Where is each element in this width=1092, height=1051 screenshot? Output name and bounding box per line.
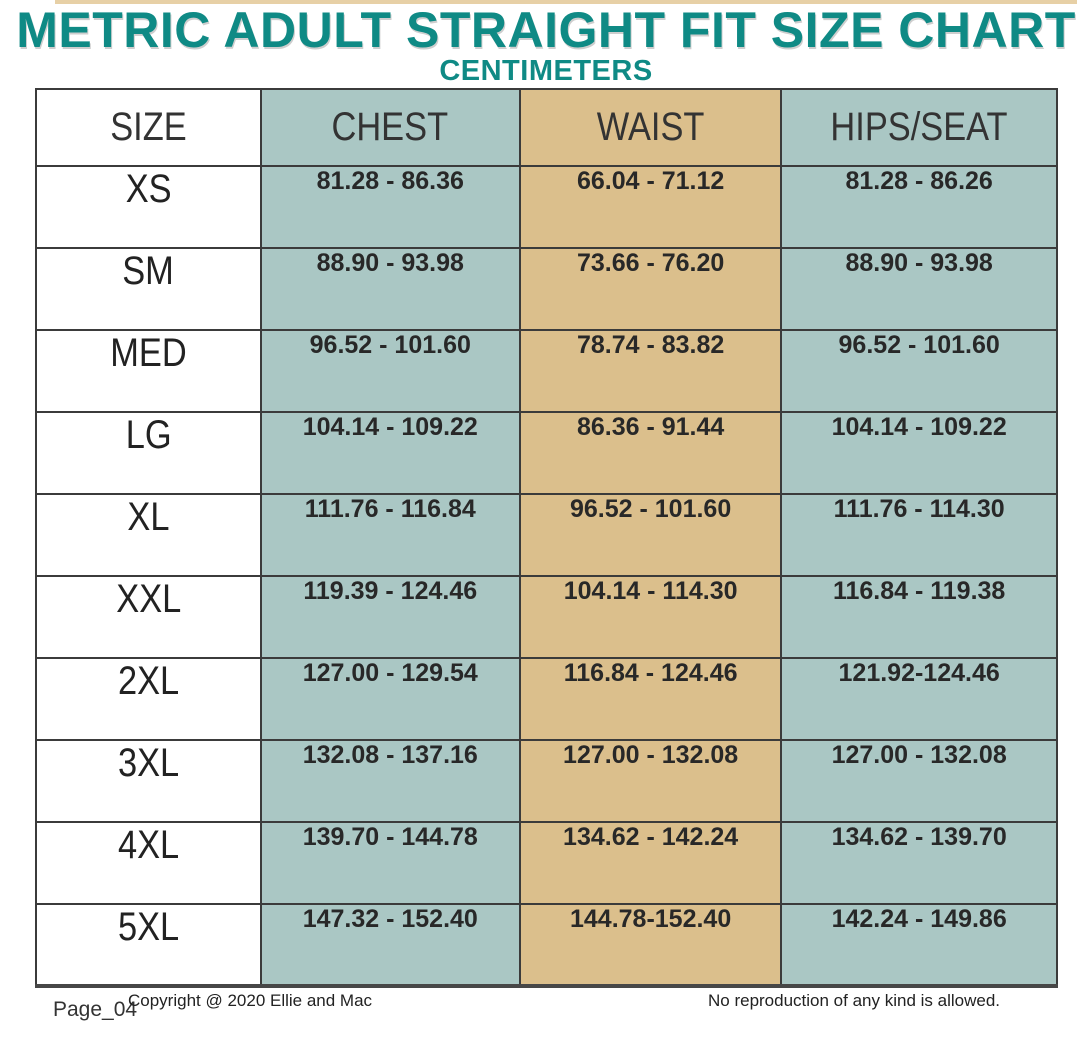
- waist-value: 134.62 - 142.24: [518, 821, 783, 905]
- waist-value: 127.00 - 132.08: [518, 739, 783, 823]
- table-row-med: MED 96.52 - 101.60 78.74 - 83.82 96.52 -…: [35, 329, 1058, 413]
- waist-value: 144.78-152.40: [518, 903, 783, 987]
- table-header-row: SIZE CHEST WAIST HIPS/SEAT: [35, 88, 1058, 167]
- hips-value: 81.28 - 86.26: [780, 165, 1058, 249]
- chest-value: 104.14 - 109.22: [259, 411, 521, 495]
- hips-value: 96.52 - 101.60: [780, 329, 1058, 413]
- waist-value: 116.84 - 124.46: [518, 657, 783, 741]
- table-row-2xl: 2XL 127.00 - 129.54 116.84 - 124.46 121.…: [35, 657, 1058, 741]
- hips-value: 121.92-124.46: [780, 657, 1058, 741]
- table-row-5xl: 5XL 147.32 - 152.40 144.78-152.40 142.24…: [35, 903, 1058, 987]
- hips-value: 127.00 - 132.08: [780, 739, 1058, 823]
- chest-value: 132.08 - 137.16: [259, 739, 521, 823]
- size-label: 5XL: [35, 903, 262, 987]
- top-edge-strip: [55, 0, 1077, 4]
- hips-value: 134.62 - 139.70: [780, 821, 1058, 905]
- table-row-sm: SM 88.90 - 93.98 73.66 - 76.20 88.90 - 9…: [35, 247, 1058, 331]
- size-label: MED: [35, 329, 262, 413]
- table-row-xl: XL 111.76 - 116.84 96.52 - 101.60 111.76…: [35, 493, 1058, 577]
- table-row-lg: LG 104.14 - 109.22 86.36 - 91.44 104.14 …: [35, 411, 1058, 495]
- reproduction-notice: No reproduction of any kind is allowed.: [708, 991, 1000, 1010]
- hips-value: 111.76 - 114.30: [780, 493, 1058, 577]
- header-hips: HIPS/SEAT: [780, 88, 1058, 167]
- waist-value: 66.04 - 71.12: [518, 165, 783, 249]
- table-row-3xl: 3XL 132.08 - 137.16 127.00 - 132.08 127.…: [35, 739, 1058, 823]
- waist-value: 104.14 - 114.30: [518, 575, 783, 659]
- size-label: XXL: [35, 575, 262, 659]
- size-label: XL: [35, 493, 262, 577]
- size-label: 3XL: [35, 739, 262, 823]
- size-label: XS: [35, 165, 262, 249]
- chest-value: 88.90 - 93.98: [259, 247, 521, 331]
- hips-value: 116.84 - 119.38: [780, 575, 1058, 659]
- chest-value: 127.00 - 129.54: [259, 657, 521, 741]
- size-label: 2XL: [35, 657, 262, 741]
- size-label: 4XL: [35, 821, 262, 905]
- hips-value: 142.24 - 149.86: [780, 903, 1058, 987]
- table-row-xs: XS 81.28 - 86.36 66.04 - 71.12 81.28 - 8…: [35, 165, 1058, 249]
- page-title: METRIC ADULT STRAIGHT FIT SIZE CHART: [16, 2, 1076, 58]
- chest-value: 81.28 - 86.36: [259, 165, 521, 249]
- waist-value: 96.52 - 101.60: [518, 493, 783, 577]
- header-waist: WAIST: [518, 88, 783, 167]
- size-chart-table: SIZE CHEST WAIST HIPS/SEAT XS 81.28 - 86…: [35, 88, 1058, 988]
- chest-value: 147.32 - 152.40: [259, 903, 521, 987]
- chest-value: 119.39 - 124.46: [259, 575, 521, 659]
- hips-value: 88.90 - 93.98: [780, 247, 1058, 331]
- header-chest: CHEST: [259, 88, 521, 167]
- header-size: SIZE: [35, 88, 262, 167]
- size-label: SM: [35, 247, 262, 331]
- page-subtitle: CENTIMETERS: [439, 55, 653, 87]
- table-row-xxl: XXL 119.39 - 124.46 104.14 - 114.30 116.…: [35, 575, 1058, 659]
- waist-value: 73.66 - 76.20: [518, 247, 783, 331]
- size-label: LG: [35, 411, 262, 495]
- copyright-text: Copyright @ 2020 Ellie and Mac: [128, 991, 373, 1010]
- page-number-label: Page_04: [53, 998, 138, 1021]
- hips-value: 104.14 - 109.22: [780, 411, 1058, 495]
- chest-value: 111.76 - 116.84: [259, 493, 521, 577]
- table-row-4xl: 4XL 139.70 - 144.78 134.62 - 142.24 134.…: [35, 821, 1058, 905]
- waist-value: 78.74 - 83.82: [518, 329, 783, 413]
- chest-value: 96.52 - 101.60: [259, 329, 521, 413]
- waist-value: 86.36 - 91.44: [518, 411, 783, 495]
- chest-value: 139.70 - 144.78: [259, 821, 521, 905]
